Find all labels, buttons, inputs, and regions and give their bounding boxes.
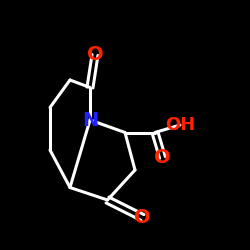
Text: OH: OH [165,116,195,134]
Text: O: O [134,208,151,227]
Text: O: O [87,46,103,64]
Text: N: N [82,110,98,130]
Text: O: O [154,148,171,167]
